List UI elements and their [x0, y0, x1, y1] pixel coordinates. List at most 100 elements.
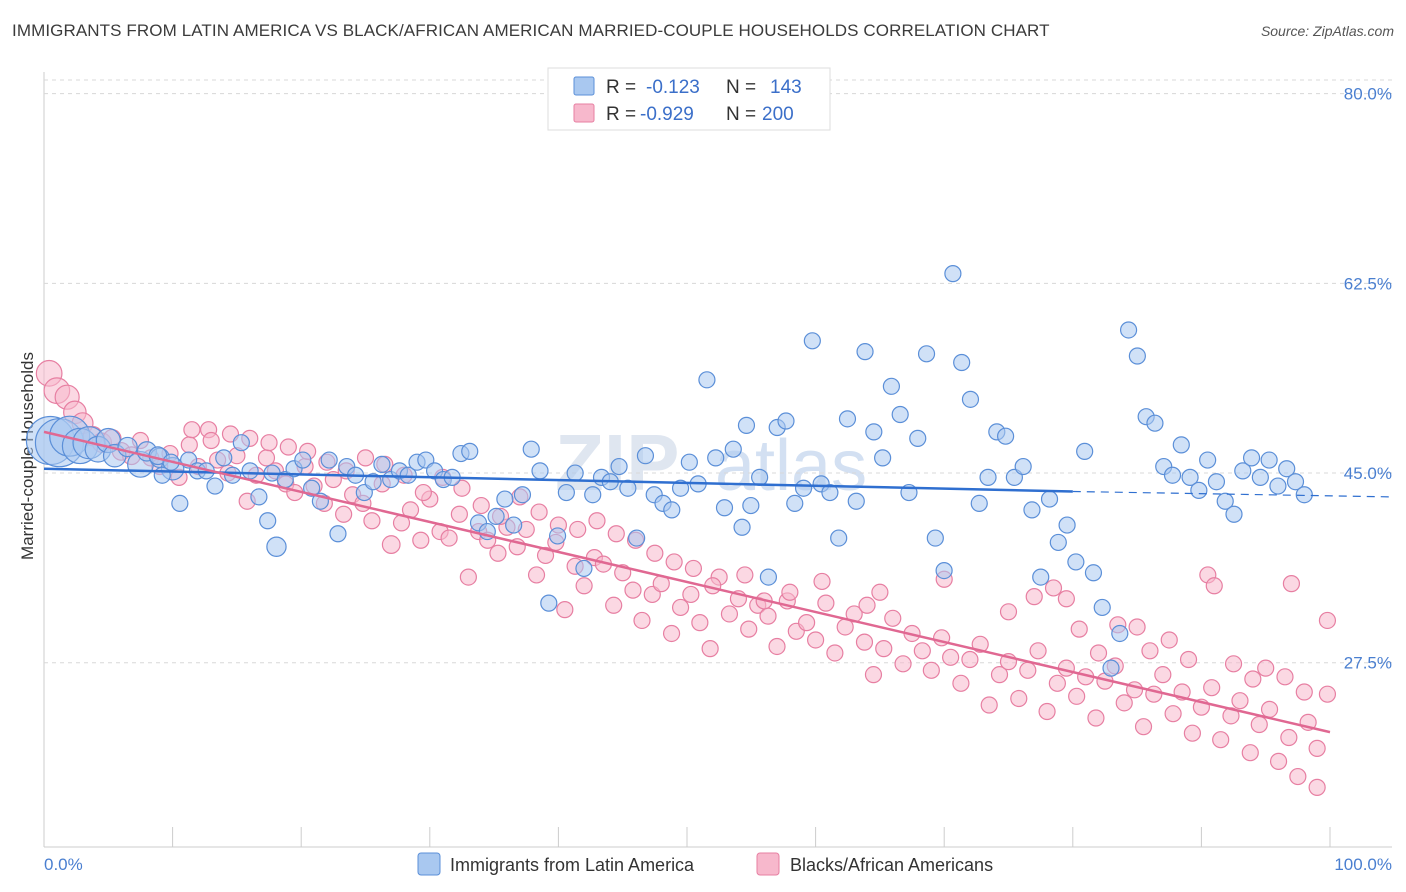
- blue-point: [882, 377, 901, 395]
- pink-point: [990, 666, 1009, 684]
- x-ticks: [43, 827, 1331, 847]
- watermark-atlas: atlas: [715, 426, 867, 506]
- blue-point: [320, 451, 338, 469]
- chart-title: IMMIGRANTS FROM LATIN AMERICA VS BLACK/A…: [12, 21, 1050, 40]
- blue-point: [1278, 460, 1296, 478]
- blue-point: [944, 265, 962, 283]
- bottom-legend-swatch-blue: [417, 852, 441, 876]
- legend-box: [547, 67, 831, 131]
- bottom-legend-label-blue: Immigrants from Latin America: [450, 855, 695, 875]
- blue-point: [1067, 553, 1085, 571]
- pink-point: [1019, 661, 1037, 679]
- blue-point: [917, 345, 936, 363]
- pink-point: [569, 520, 587, 539]
- blue-point: [1128, 347, 1146, 365]
- pink-trend-line: [43, 430, 1331, 734]
- pink-point: [1087, 709, 1105, 727]
- y-axis-label: Married-couple Households: [18, 352, 37, 560]
- pink-point: [1154, 666, 1172, 684]
- pink-point: [826, 644, 844, 662]
- blue-point: [786, 494, 804, 512]
- x-tick-label-min: 0.0%: [44, 855, 83, 874]
- blue-point: [1076, 442, 1094, 460]
- blue-point: [232, 434, 250, 452]
- pink-point: [875, 640, 893, 658]
- pink-point: [855, 633, 874, 651]
- blue-point: [1163, 466, 1182, 484]
- pink-point: [813, 572, 831, 591]
- pink-point: [633, 611, 651, 630]
- blue-point: [1269, 477, 1287, 495]
- pink-point: [1057, 590, 1075, 608]
- blue-point: [1049, 533, 1067, 552]
- pink-point: [536, 546, 555, 565]
- blue-point: [1102, 659, 1120, 677]
- x-tick-label-max: 100.0%: [1334, 855, 1392, 874]
- blue-point: [575, 559, 593, 578]
- pink-point: [1295, 683, 1313, 701]
- pink-point: [1179, 650, 1198, 669]
- legend-n-label-blue: N =: [726, 77, 756, 98]
- pink-point: [894, 655, 912, 673]
- pink-point: [1025, 588, 1043, 606]
- pink-point: [701, 640, 719, 658]
- pink-point: [1164, 705, 1182, 723]
- blue-point: [522, 440, 540, 458]
- blue-point: [821, 483, 839, 502]
- pink-point: [1089, 644, 1108, 662]
- blue-point: [953, 353, 971, 372]
- pink-point: [1260, 700, 1279, 718]
- blue-point: [838, 410, 857, 428]
- blue-point: [364, 473, 382, 491]
- pink-point: [1048, 674, 1066, 692]
- pink-point: [575, 577, 593, 595]
- blue-point: [266, 536, 287, 557]
- pink-point: [1160, 631, 1178, 649]
- pink-point: [682, 585, 700, 604]
- pink-point: [768, 637, 786, 656]
- legend-swatch-blue: [573, 76, 595, 96]
- pink-point: [489, 544, 507, 562]
- blue-point: [1014, 457, 1032, 476]
- pink-point: [530, 503, 548, 521]
- pink-point: [871, 583, 889, 601]
- blue-point: [680, 453, 698, 471]
- pink-point: [1203, 679, 1221, 697]
- blue-point: [1181, 468, 1199, 486]
- pink-point: [260, 434, 278, 452]
- blue-point: [513, 486, 532, 504]
- pink-point: [665, 553, 683, 571]
- y-tick-label: 27.5%: [1344, 654, 1392, 673]
- blue-point: [1295, 486, 1313, 504]
- blue-point: [1242, 449, 1261, 467]
- pink-point: [414, 483, 432, 502]
- blue-point: [663, 501, 681, 519]
- blue-point: [1172, 436, 1190, 454]
- blue-point: [777, 412, 795, 430]
- pink-point: [1010, 689, 1028, 708]
- blue-point: [794, 479, 813, 497]
- blue-point: [856, 343, 874, 361]
- blue-point: [487, 507, 505, 526]
- blue-point: [926, 529, 944, 547]
- pink-point: [961, 650, 979, 669]
- pink-point: [1141, 642, 1159, 660]
- pink-point: [1212, 731, 1230, 749]
- blue-point: [628, 529, 646, 547]
- pink-point: [1308, 739, 1326, 757]
- bottom-legend-swatch-pink: [756, 852, 780, 876]
- pink-points: [35, 359, 1337, 796]
- legend-swatch-pink: [573, 103, 595, 123]
- pink-point: [440, 529, 458, 547]
- pink-point: [1269, 752, 1288, 770]
- blue-point: [733, 518, 751, 536]
- blue-point: [1216, 492, 1234, 510]
- pink-point: [1183, 724, 1201, 742]
- blue-point: [329, 525, 347, 543]
- pink-point: [1029, 642, 1047, 660]
- source-label: Source: ZipAtlas.com: [1260, 23, 1394, 39]
- bottom-legend-label-pink: Blacks/African Americans: [790, 855, 993, 875]
- blue-point: [737, 416, 756, 434]
- pink-point: [662, 624, 681, 643]
- pink-point: [180, 436, 198, 454]
